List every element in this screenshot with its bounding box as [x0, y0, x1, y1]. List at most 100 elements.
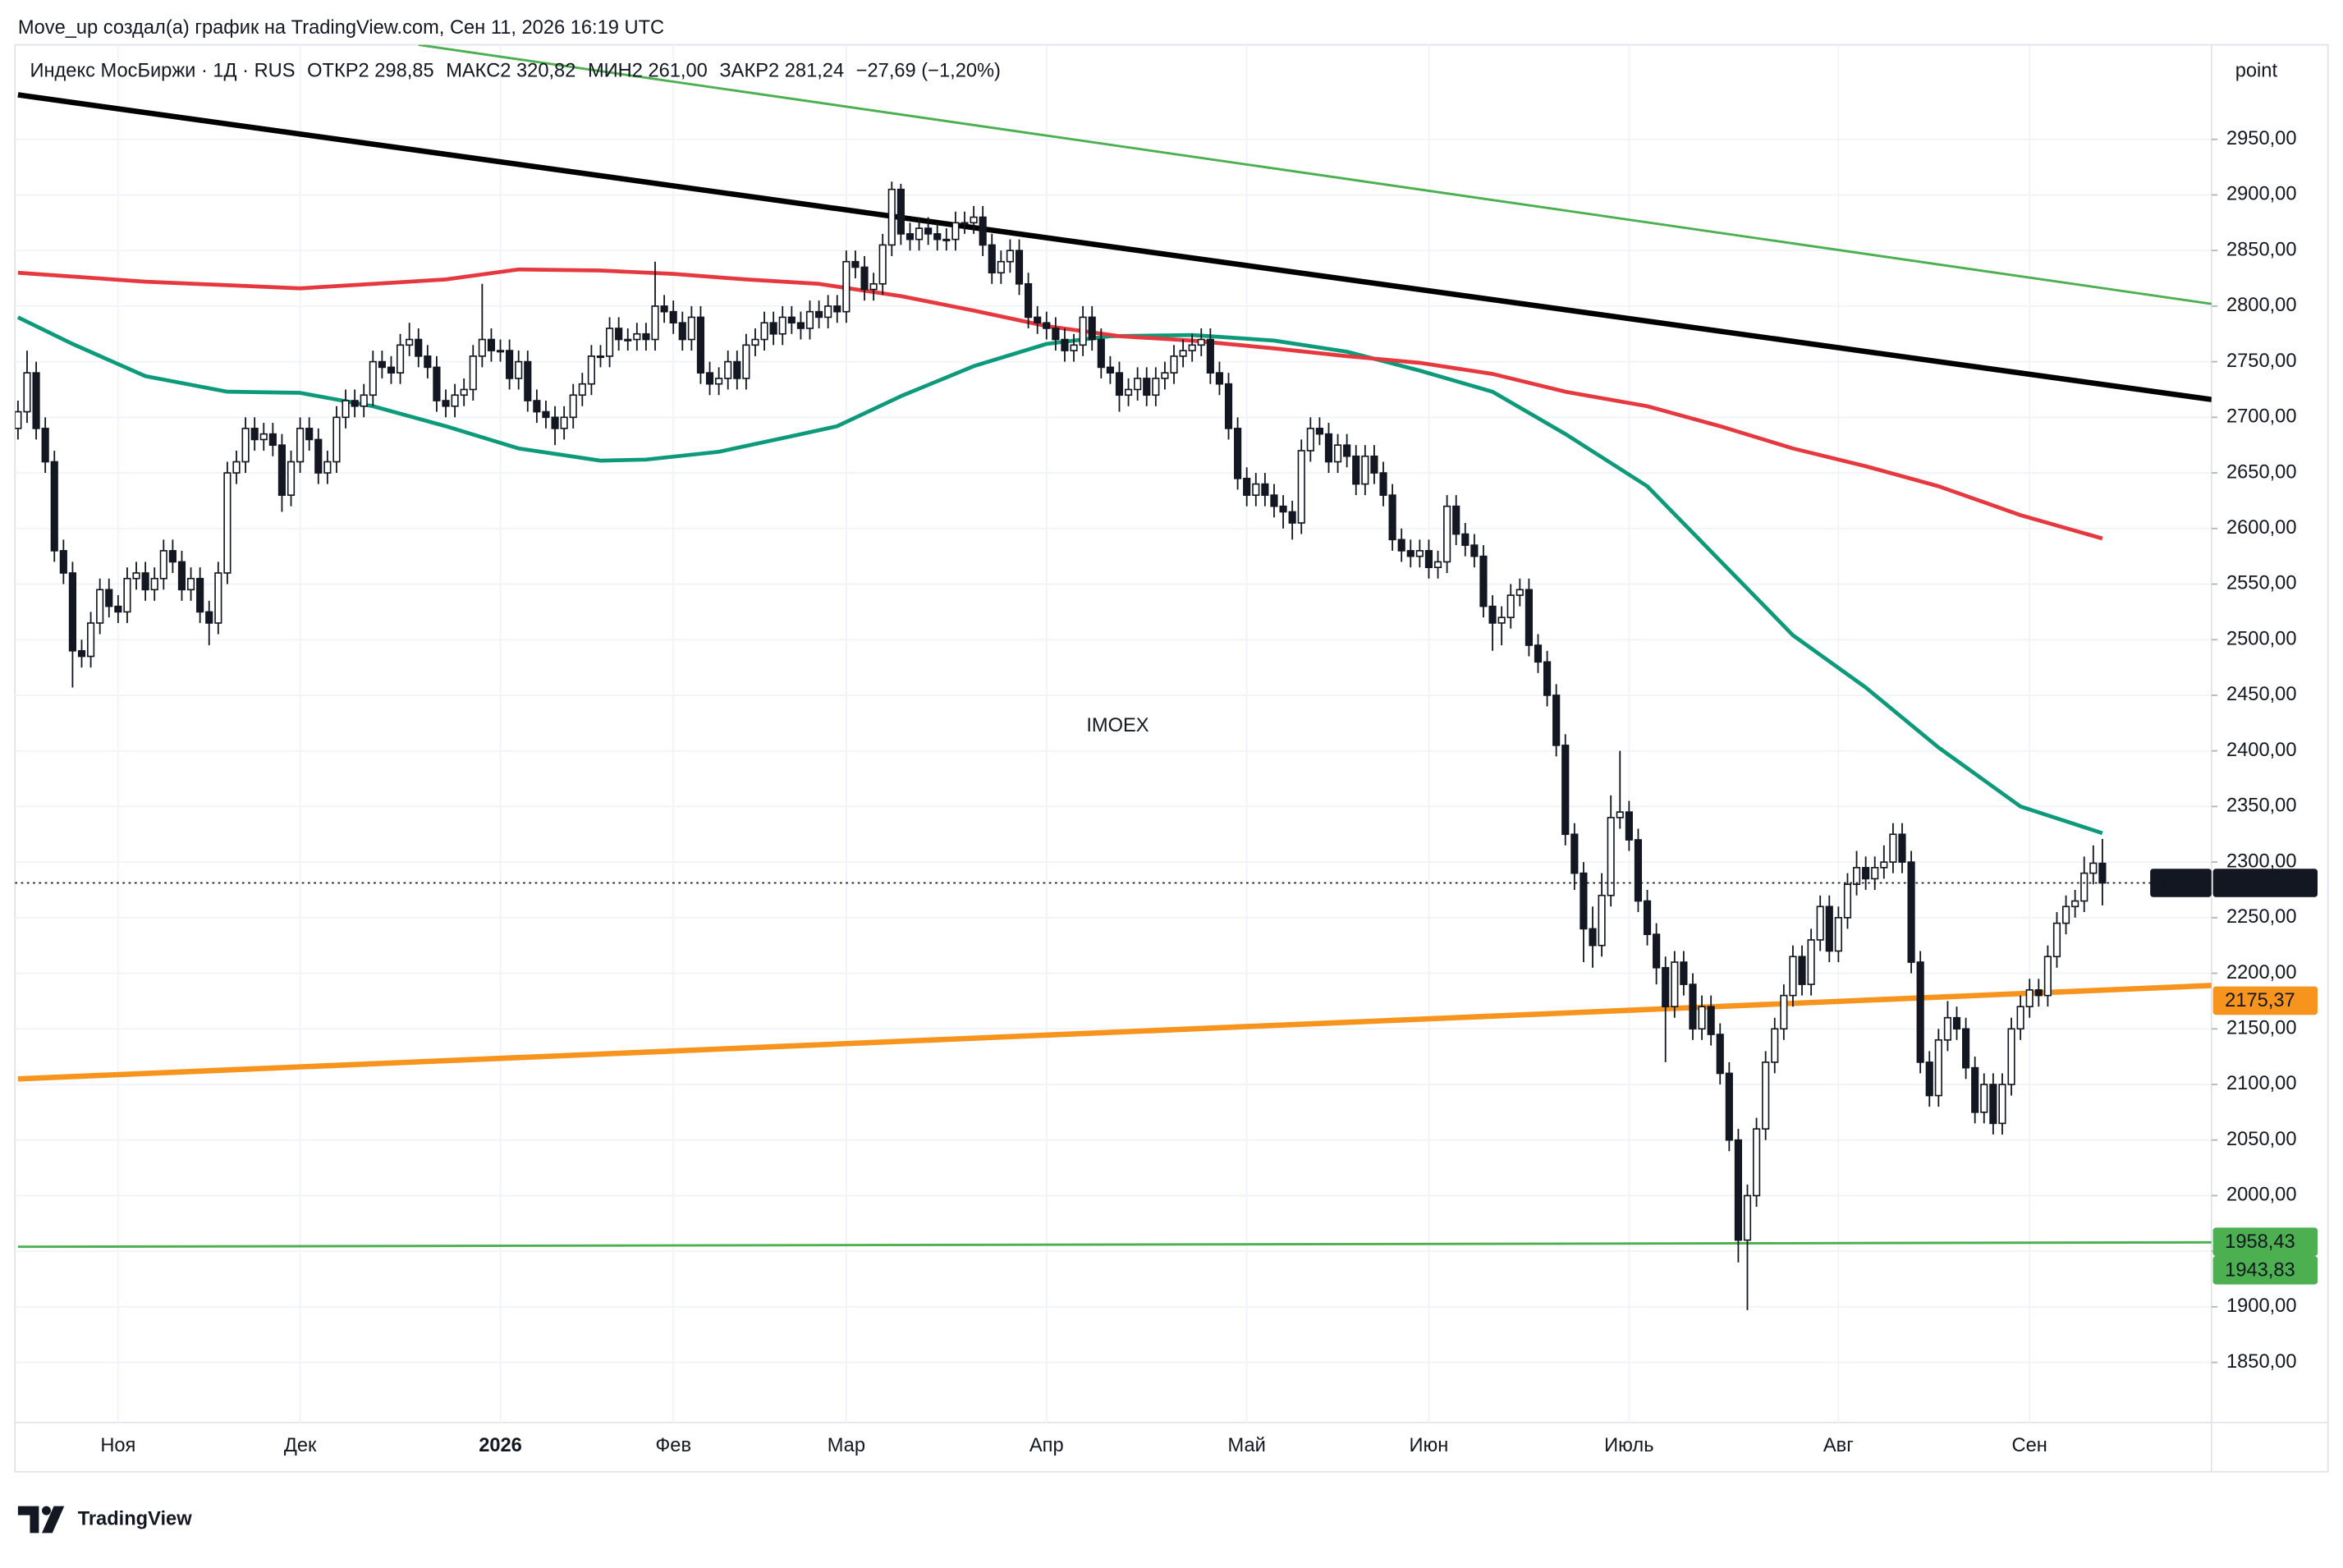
candle-body [1871, 867, 1879, 880]
candle-body [551, 416, 559, 429]
candle-body [942, 238, 951, 241]
candle-body [687, 316, 695, 341]
candle-body [1943, 1016, 1952, 1041]
candle-body [533, 400, 541, 413]
candle-body [2098, 862, 2107, 884]
candle-body [1634, 839, 1643, 902]
x-tick-label: Ноя [100, 1435, 135, 1456]
x-tick-label: Апр [1029, 1435, 1064, 1456]
candle-body [351, 400, 359, 407]
axes: 1850,001900,001950,002000,002050,002100,… [100, 128, 2318, 1456]
candle-body [1170, 355, 1178, 374]
candle-body [860, 266, 869, 291]
candle-body [214, 572, 222, 624]
candle-body [1616, 811, 1624, 818]
candle-body [342, 400, 350, 419]
y-tick-label: 2850,00 [2226, 239, 2297, 260]
candle-body [32, 372, 40, 429]
candle-body [1343, 444, 1351, 457]
x-tick-label: Июн [1410, 1435, 1449, 1456]
candle-body [2043, 956, 2052, 997]
candle-body [1188, 344, 1196, 351]
candle-body [378, 360, 386, 369]
candle-body [2061, 905, 2070, 924]
candle-body [1998, 1084, 2006, 1125]
candle-body [715, 378, 723, 385]
candle-body [396, 344, 405, 374]
y-tick-label: 2150,00 [2226, 1018, 2297, 1039]
candle-body [660, 305, 668, 313]
candle-body [1106, 366, 1114, 374]
candle-body [1215, 372, 1224, 385]
candle-body [1589, 928, 1597, 947]
candle-body [605, 328, 614, 357]
candle-body [1925, 1061, 1933, 1097]
candle-body [696, 316, 705, 374]
candle-body [1361, 455, 1369, 485]
candle-body [487, 338, 496, 351]
candle-body [1762, 1061, 1770, 1130]
overlay-line [17, 267, 2103, 541]
candle-body [2052, 922, 2061, 958]
y-tick-label: 2400,00 [2226, 740, 2297, 761]
legend-change: −27,69 (−1,20%) [856, 61, 1001, 82]
candle-body [1561, 745, 1570, 836]
candle-body [168, 550, 177, 563]
candle-body [970, 216, 978, 224]
candle-body [1052, 328, 1060, 341]
candle-body [1570, 833, 1579, 874]
candle-body [1789, 956, 1797, 997]
candle-body [769, 322, 777, 335]
candle-body [77, 649, 86, 658]
candle-body [1243, 478, 1251, 496]
overlay-line [17, 1240, 2212, 1249]
candle-body [1653, 933, 1661, 969]
candle-body [177, 561, 186, 591]
candle-body [1134, 378, 1142, 391]
legend-label: ОТКР [307, 61, 358, 82]
candle-body [1515, 589, 1524, 596]
candle-body [924, 227, 933, 235]
candle-body [287, 461, 296, 496]
candle-body [114, 605, 122, 613]
candle-body [23, 372, 31, 413]
candle-body [2025, 989, 2034, 1007]
candle-body [1088, 316, 1096, 341]
candle-body [2016, 1006, 2024, 1030]
legend-value: 2 298,85 [359, 61, 434, 82]
y-tick-label: 2650,00 [2226, 461, 2297, 483]
y-tick-label: 2700,00 [2226, 406, 2297, 428]
candle-body [814, 310, 823, 319]
candle-body [824, 305, 832, 319]
candle-body [1324, 433, 1333, 463]
legend-value: 2 261,00 [632, 61, 708, 82]
candle-body [705, 372, 714, 385]
y-tick-label: 2800,00 [2226, 295, 2297, 316]
candle-body [887, 188, 896, 246]
candle-body [751, 338, 759, 346]
legend-value: 2 281,24 [768, 61, 844, 82]
candle-body [669, 310, 677, 324]
candle-body [2089, 862, 2098, 874]
candle-body [1734, 1139, 1743, 1241]
unit-label[interactable]: point [2235, 61, 2278, 82]
candle-body [223, 472, 232, 574]
candle-body [542, 410, 550, 419]
candle-body [2071, 900, 2079, 908]
legend: Индекс МосБиржи · 1Д · RUS ОТКР2 298,85 МА… [30, 61, 1000, 82]
candle-body [1115, 372, 1124, 397]
candle-body [1534, 644, 1543, 663]
candle-body [123, 577, 131, 613]
overlay-line [17, 92, 2212, 402]
candle-body [1680, 961, 1688, 985]
candle-body [1197, 338, 1205, 346]
price-label: 2175,37 [2225, 990, 2295, 1011]
candle-body [1580, 872, 1588, 930]
overlay-line [17, 983, 2212, 1082]
x-tick-label: Дек [284, 1435, 317, 1456]
candle-body [578, 383, 586, 397]
candle-body [742, 344, 750, 379]
candle-body [1488, 605, 1497, 624]
